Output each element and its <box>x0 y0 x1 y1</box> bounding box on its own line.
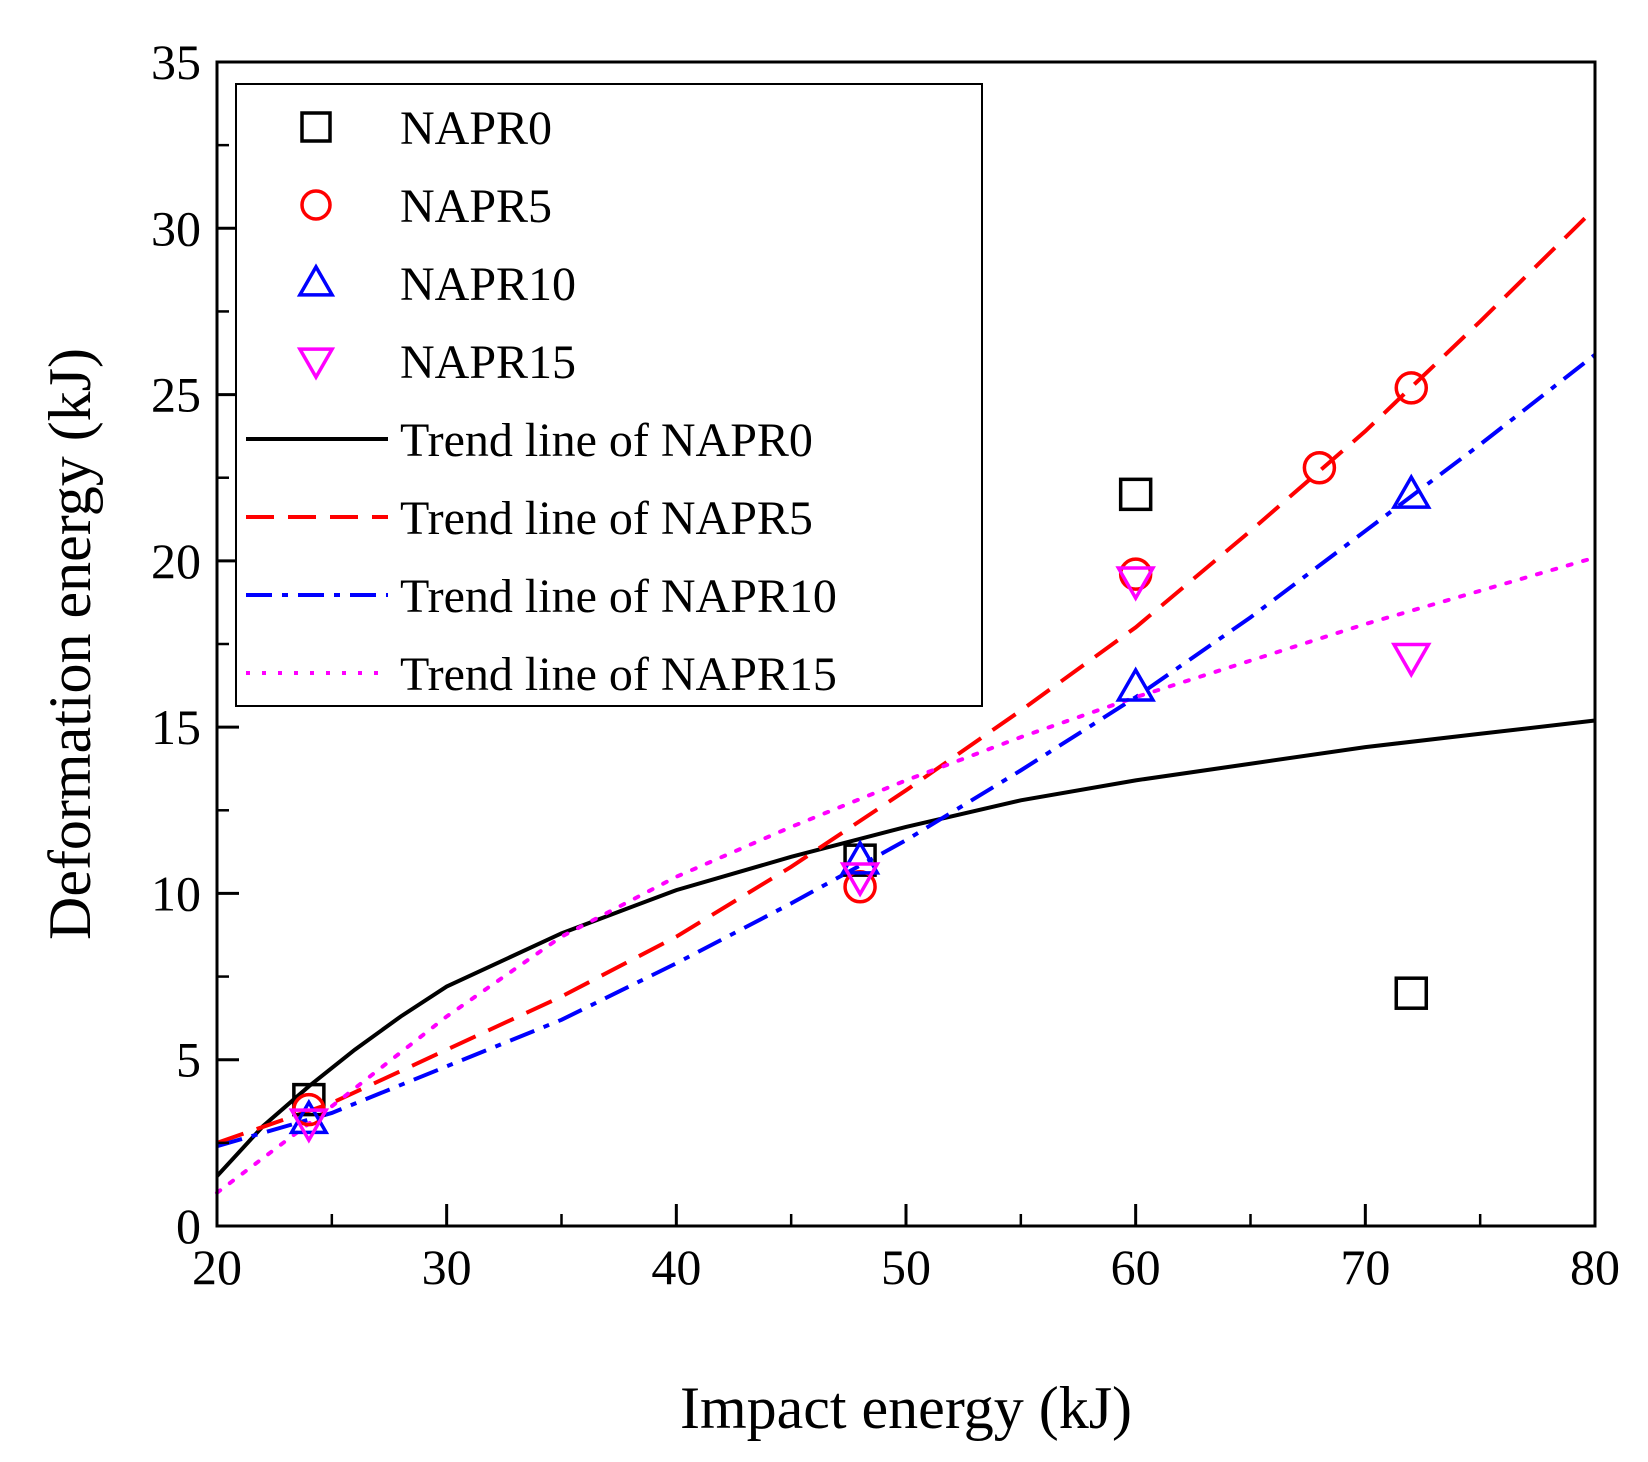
y-tick-label-20: 20 <box>151 533 201 589</box>
legend-marker-napr0 <box>300 111 332 143</box>
y-tick-label-35: 35 <box>151 34 201 90</box>
y-tick-label-10: 10 <box>151 865 201 921</box>
data-points <box>288 371 1432 1144</box>
axis-ticks <box>215 60 1597 1228</box>
napr10-point <box>1115 666 1156 702</box>
x-tick-label-70: 70 <box>1340 1239 1390 1295</box>
napr15-point <box>288 1108 330 1144</box>
legend-marker-napr15 <box>296 347 336 381</box>
napr10-point <box>1390 473 1432 509</box>
legend-marker-napr5 <box>300 189 332 221</box>
x-tick-label-50: 50 <box>881 1239 931 1295</box>
trend-line-of-napr10 <box>216 353 1597 1149</box>
y-tick-label-25: 25 <box>151 367 201 423</box>
x-axis-title: Impact energy (kJ) <box>680 1375 1132 1441</box>
y-tick-label-30: 30 <box>151 200 201 256</box>
legend: NAPR0 NAPR5 NAPR10 NAPR15 Trend line of NAPR… <box>235 83 983 707</box>
legend-label-napr15: NAPR15 <box>400 336 576 389</box>
napr0-point <box>1118 477 1153 512</box>
napr15-point <box>1390 642 1432 679</box>
trend-lines <box>215 206 1597 1195</box>
legend-label-napr0: NAPR0 <box>400 102 552 155</box>
napr0-point <box>292 1082 326 1117</box>
napr5-point <box>1302 450 1337 485</box>
legend-label-trend-line-of-napr10: Trend line of NAPR10 <box>400 570 837 623</box>
x-tick-label-80: 80 <box>1570 1239 1620 1295</box>
y-tick-label-15: 15 <box>151 699 201 755</box>
legend-label-napr10: NAPR10 <box>400 258 576 311</box>
y-tick-label-0: 0 <box>176 1198 201 1254</box>
legend-label-trend-line-of-napr15: Trend line of NAPR15 <box>400 648 837 701</box>
x-tick-label-60: 60 <box>1111 1239 1161 1295</box>
legend-marker-napr10 <box>296 263 336 297</box>
x-tick-label-30: 30 <box>422 1239 472 1295</box>
trend-line-of-napr5 <box>216 206 1597 1145</box>
x-tick-label-40: 40 <box>651 1239 701 1295</box>
trend-line-of-napr0 <box>215 718 1596 1178</box>
trend-line-of-napr15 <box>215 555 1597 1195</box>
legend-label-napr5: NAPR5 <box>400 180 552 233</box>
napr5-point <box>1394 371 1429 405</box>
napr15-point <box>839 862 881 898</box>
tick-labels: 20 30 40 50 60 70 80 0 5 10 15 20 25 30 35 <box>151 34 1620 1295</box>
legend-label-trend-line-of-napr0: Trend line of NAPR0 <box>400 414 813 467</box>
y-tick-label-5: 5 <box>176 1032 201 1088</box>
y-axis-title: Deformation energy (kJ) <box>37 348 103 940</box>
legend-box <box>235 83 983 707</box>
napr15-point <box>1115 566 1156 602</box>
legend-label-trend-line-of-napr5: Trend line of NAPR5 <box>400 492 813 545</box>
napr10-point <box>288 1098 330 1135</box>
x-tick-label-20: 20 <box>192 1239 242 1295</box>
napr0-point <box>1394 976 1429 1010</box>
napr5-point <box>1118 557 1153 591</box>
napr10-point <box>839 839 881 875</box>
